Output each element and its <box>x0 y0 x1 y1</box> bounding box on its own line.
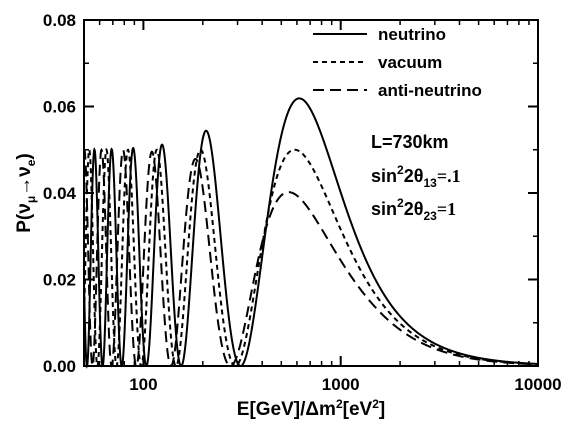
series-line-vacuum <box>83 147 539 368</box>
x-tick-label: 1000 <box>322 375 360 394</box>
annotation-theta13: sin22θ13=.1 <box>371 163 461 190</box>
x-tick-label: 100 <box>129 375 157 394</box>
series-line-neutrino <box>83 97 539 369</box>
ticks <box>83 19 539 367</box>
y-tick-label: 0.02 <box>43 271 76 290</box>
tick-labels: 0.00 0.02 0.04 0.06 0.08 100 1000 10000 <box>43 11 562 394</box>
annotation-baseline: L=730km <box>371 132 449 152</box>
x-tick-label: 10000 <box>514 375 561 394</box>
y-tick-label: 0.00 <box>43 357 76 376</box>
series-line-anti-neutrino <box>83 146 539 368</box>
annotation-theta23: sin22θ23=1 <box>371 196 456 223</box>
legend-label-neutrino: neutrino <box>378 25 446 44</box>
plot-curves <box>83 97 539 369</box>
legend-label-vacuum: vacuum <box>378 53 442 72</box>
legend: neutrino vacuum anti-neutrino <box>313 25 482 100</box>
y-axis-label: P(νμ→νe) <box>14 153 38 233</box>
y-tick-label: 0.04 <box>43 184 77 203</box>
x-axis-label: E[GeV]/Δm2[eV2] <box>237 397 385 420</box>
legend-label-anti-neutrino: anti-neutrino <box>378 81 482 100</box>
y-tick-label: 0.06 <box>43 98 76 117</box>
y-tick-label: 0.08 <box>43 11 76 30</box>
